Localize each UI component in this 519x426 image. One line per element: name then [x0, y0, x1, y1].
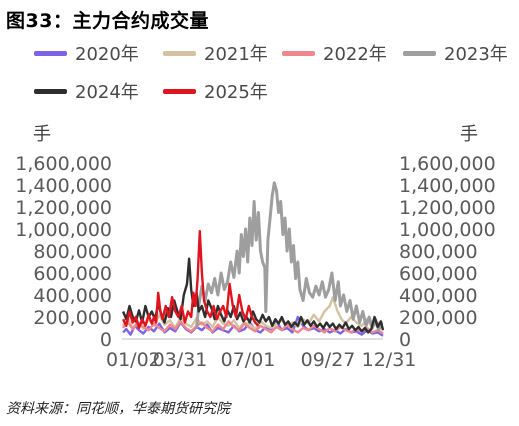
legend-swatch-2020	[34, 50, 67, 56]
y-tick-right: 0	[399, 329, 411, 351]
legend-swatch-2024	[34, 88, 67, 94]
x-tick: 01/02	[106, 349, 161, 371]
y-tick-right: 1,600,000	[399, 153, 496, 175]
legend-item-2021: 2021年	[163, 42, 268, 65]
y-unit-right: 手	[460, 124, 478, 145]
x-tick: 09/27	[301, 349, 356, 371]
y-tick-left: 1,600,000	[15, 153, 112, 175]
legend-label-2022: 2022年	[323, 44, 387, 65]
legend: 2020年 2021年 2022年 2023年 2024年 2025年	[0, 0, 519, 110]
y-tick-right: 800,000	[399, 241, 478, 263]
series-layer	[121, 181, 385, 337]
legend-label-2024: 2024年	[75, 82, 139, 103]
y-tick-left: 1,400,000	[15, 175, 112, 197]
y-tick-left: 200,000	[33, 307, 112, 329]
legend-swatch-2022	[282, 50, 315, 56]
legend-item-2020: 2020年	[34, 42, 139, 65]
y-tick-left: 600,000	[33, 263, 112, 285]
legend-swatch-2023	[403, 50, 436, 56]
legend-label-2021: 2021年	[204, 44, 268, 65]
y-tick-right: 400,000	[399, 285, 478, 307]
legend-swatch-2025	[163, 88, 196, 94]
series-line-2022	[122, 320, 384, 335]
legend-item-2025: 2025年	[163, 80, 268, 103]
legend-label-2020: 2020年	[75, 44, 139, 65]
chart-title: 图33：主力合约成交量	[6, 10, 209, 32]
legend-item-2023: 2023年	[403, 42, 508, 65]
y-tick-right: 600,000	[399, 263, 478, 285]
legend-label-2025: 2025年	[204, 82, 268, 103]
x-tick: 12/31	[362, 349, 417, 371]
source-note: 资料来源：同花顺，华泰期货研究院	[6, 401, 230, 417]
x-tick: 07/01	[221, 349, 276, 371]
legend-item-2022: 2022年	[282, 42, 387, 65]
y-unit-left: 手	[33, 124, 51, 145]
y-tick-left: 1,200,000	[15, 197, 112, 219]
y-tick-right: 1,400,000	[399, 175, 496, 197]
series-line-2021	[122, 296, 384, 331]
y-tick-left: 1,000,000	[15, 219, 112, 241]
legend-label-2023: 2023年	[444, 44, 508, 65]
x-tick: 03/31	[153, 349, 208, 371]
y-tick-left: 800,000	[33, 241, 112, 263]
series-line-2023	[195, 181, 384, 332]
y-tick-left: 400,000	[33, 285, 112, 307]
legend-item-2024: 2024年	[34, 80, 139, 103]
y-tick-right: 1,200,000	[399, 197, 496, 219]
legend-swatch-2021	[163, 50, 196, 56]
y-tick-left: 0	[100, 329, 112, 351]
y-tick-right: 200,000	[399, 307, 478, 329]
series-line-2025	[122, 230, 260, 330]
y-tick-right: 1,000,000	[399, 219, 496, 241]
